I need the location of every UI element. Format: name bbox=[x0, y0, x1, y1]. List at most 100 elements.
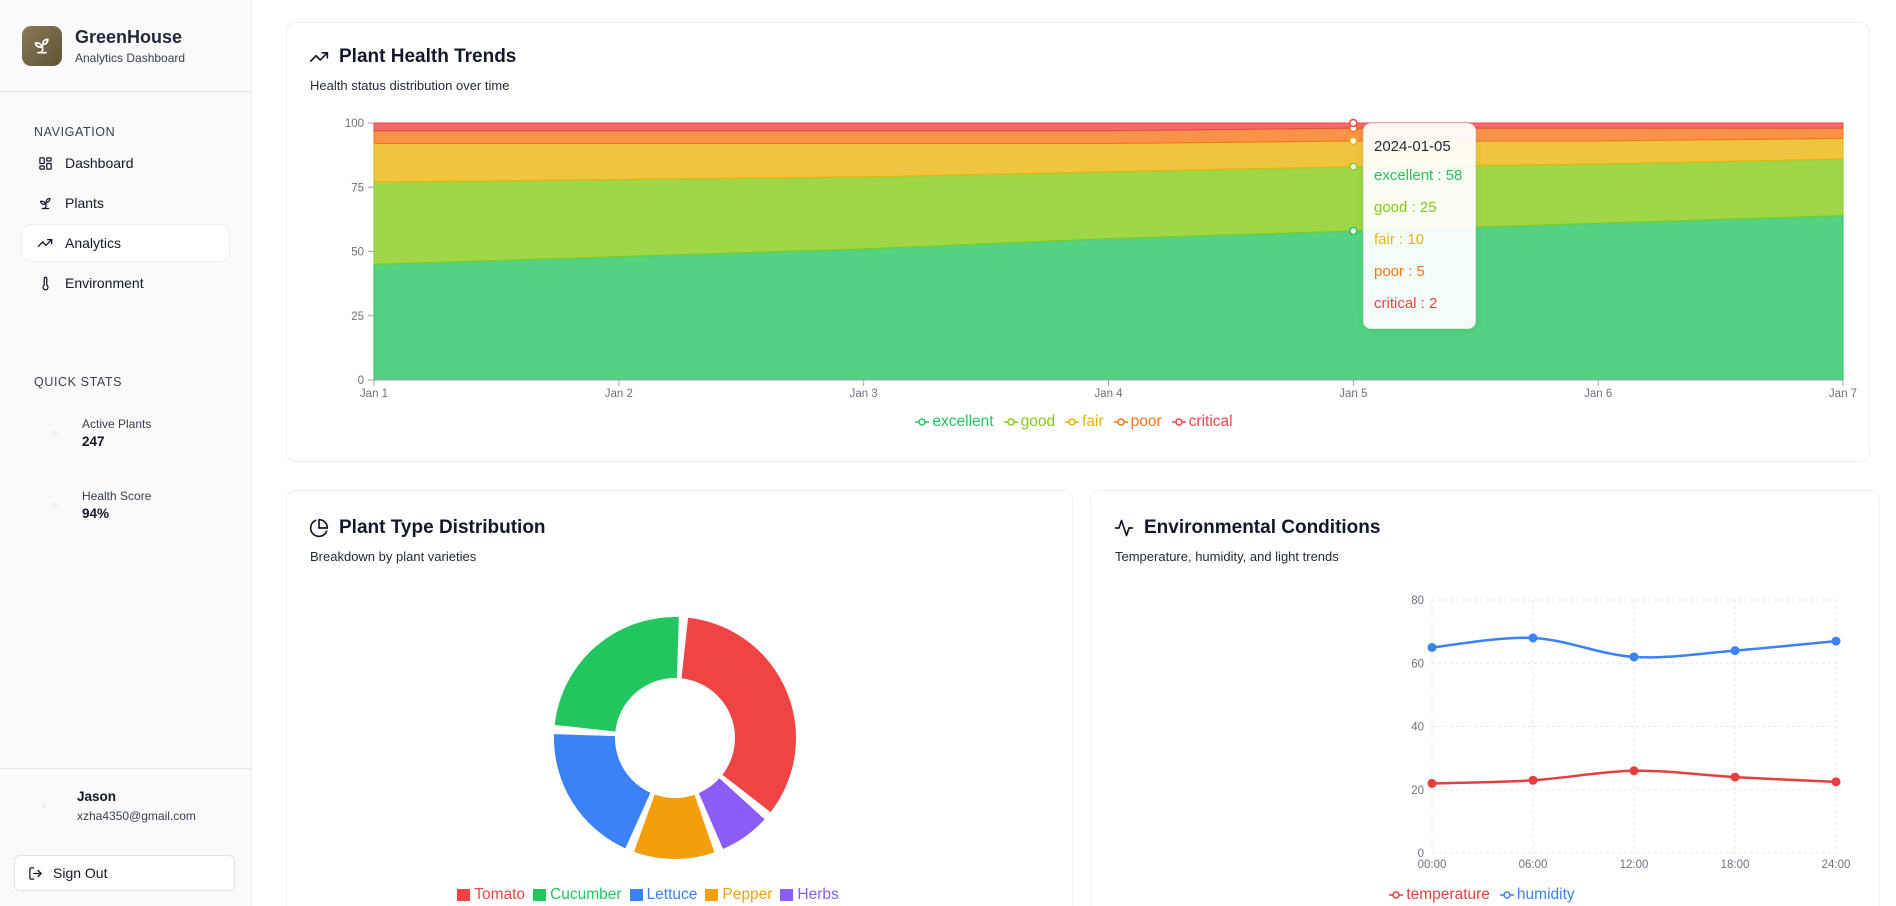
stat-active-plants: Active Plants 247 bbox=[22, 397, 229, 469]
legend-label: Herbs bbox=[797, 886, 839, 903]
sidebar-item-environment[interactable]: Environment bbox=[22, 265, 229, 301]
x-tick-label: Jan 3 bbox=[850, 388, 878, 400]
slice-pepper bbox=[633, 794, 715, 859]
user-name: Jason bbox=[77, 788, 117, 804]
legend-line-marker bbox=[1171, 418, 1186, 426]
area-critical bbox=[373, 122, 1844, 132]
legend-item-lettuce[interactable]: Lettuce bbox=[629, 886, 697, 904]
legend-line-marker bbox=[1499, 891, 1514, 899]
legend-label: Tomato bbox=[474, 886, 526, 903]
tooltip-row-fair: fair : 10 bbox=[1374, 231, 1425, 248]
card-title-text: Plant Type Distribution bbox=[339, 517, 546, 538]
avatar bbox=[42, 803, 47, 808]
tooltip-row-good: good : 25 bbox=[1374, 199, 1437, 216]
sign-out-label: Sign Out bbox=[53, 865, 108, 881]
sprout-icon bbox=[22, 25, 62, 66]
x-tick-label: 24:00 bbox=[1822, 859, 1851, 871]
y-tick-label: 40 bbox=[1411, 722, 1424, 734]
legend-item-fair[interactable]: fair bbox=[1065, 413, 1104, 431]
sidebar-item-analytics[interactable]: Analytics bbox=[22, 225, 229, 261]
stat-label: Health Score bbox=[82, 489, 152, 503]
sign-out-button[interactable]: Sign Out bbox=[14, 855, 235, 891]
legend-swatch bbox=[457, 889, 471, 901]
status-dot bbox=[52, 502, 58, 508]
user-profile: Jason xzha4350@gmail.com bbox=[0, 768, 251, 842]
point-humidity bbox=[1831, 636, 1841, 646]
legend-item-herbs[interactable]: Herbs bbox=[780, 886, 839, 904]
legend-line-marker bbox=[1389, 891, 1404, 899]
legend-label: critical bbox=[1188, 413, 1233, 430]
x-tick-label: Jan 4 bbox=[1094, 388, 1123, 400]
legend-item-poor[interactable]: poor bbox=[1113, 413, 1162, 431]
tooltip-row-critical: critical : 2 bbox=[1374, 295, 1438, 312]
sprout-icon bbox=[37, 195, 53, 211]
quick-stats-title: QUICK STATS bbox=[34, 375, 123, 389]
legend-swatch bbox=[629, 889, 643, 901]
card-subtitle: Breakdown by plant varieties bbox=[310, 549, 477, 564]
grid-icon bbox=[37, 155, 53, 171]
sidebar-item-label: Environment bbox=[65, 275, 144, 291]
legend-label: fair bbox=[1082, 413, 1104, 430]
environment-card bbox=[1090, 490, 1880, 906]
legend-item-cucumber[interactable]: Cucumber bbox=[533, 886, 622, 904]
card-subtitle: Temperature, humidity, and light trends bbox=[1115, 549, 1339, 564]
activity-icon bbox=[1114, 518, 1134, 538]
y-tick-label: 75 bbox=[351, 182, 364, 194]
legend-item-excellent[interactable]: excellent bbox=[915, 413, 994, 431]
slice-lettuce bbox=[554, 734, 651, 849]
y-tick-label: 80 bbox=[1411, 595, 1424, 607]
legend-item-pepper[interactable]: Pepper bbox=[705, 886, 772, 904]
legend-item-humidity[interactable]: humidity bbox=[1499, 886, 1575, 904]
active-dot-excellent bbox=[1349, 226, 1358, 236]
sidebar-item-dashboard[interactable]: Dashboard bbox=[22, 145, 229, 181]
sidebar-item-label: Analytics bbox=[65, 235, 122, 251]
card-title-text: Environmental Conditions bbox=[1144, 517, 1381, 538]
y-tick-label: 0 bbox=[1418, 848, 1424, 860]
legend-item-good[interactable]: good bbox=[1003, 413, 1055, 431]
card-title: Plant Type Distribution bbox=[309, 517, 546, 539]
legend-line-marker bbox=[1113, 418, 1128, 426]
legend-item-temperature[interactable]: temperature bbox=[1389, 886, 1490, 904]
card-title: Environmental Conditions bbox=[1114, 517, 1380, 539]
x-tick-label: 00:00 bbox=[1418, 859, 1447, 871]
stat-value: 94% bbox=[82, 506, 110, 521]
active-dot-good bbox=[1349, 162, 1358, 171]
point-humidity bbox=[1629, 652, 1639, 662]
brand-subtitle: Analytics Dashboard bbox=[75, 50, 186, 65]
sidebar: GreenHouse Analytics Dashboard NAVIGATIO… bbox=[0, 0, 252, 906]
x-tick-label: Jan 2 bbox=[605, 388, 633, 400]
y-tick-label: 25 bbox=[351, 311, 364, 323]
legend-swatch bbox=[780, 889, 794, 901]
main-content: Plant Health Trends Health status distri… bbox=[252, 0, 1896, 906]
x-tick-label: Jan 6 bbox=[1584, 388, 1612, 400]
point-temperature bbox=[1730, 772, 1740, 782]
y-tick-label: 50 bbox=[351, 247, 364, 259]
legend-item-tomato[interactable]: Tomato bbox=[457, 886, 525, 904]
legend-label: Cucumber bbox=[550, 886, 622, 903]
point-humidity bbox=[1528, 633, 1538, 643]
chart-tooltip: 2024-01-05 excellent : 58 good : 25 fair… bbox=[1363, 123, 1476, 329]
user-email: xzha4350@gmail.com bbox=[77, 808, 196, 823]
stat-health-score: Health Score 94% bbox=[22, 469, 229, 541]
legend-swatch bbox=[533, 889, 547, 901]
legend-line-marker bbox=[1065, 418, 1080, 426]
x-tick-label: Jan 5 bbox=[1339, 388, 1367, 400]
x-tick-label: 06:00 bbox=[1519, 859, 1548, 871]
thermometer-icon bbox=[37, 275, 53, 291]
slice-herbs bbox=[698, 778, 765, 850]
x-tick-label: Jan 7 bbox=[1829, 388, 1857, 400]
card-subtitle: Health status distribution over time bbox=[310, 78, 510, 93]
legend-label: humidity bbox=[1516, 886, 1575, 903]
y-tick-label: 0 bbox=[358, 375, 364, 387]
y-tick-label: 60 bbox=[1411, 658, 1424, 670]
sidebar-item-plants[interactable]: Plants bbox=[22, 185, 229, 221]
legend-item-critical[interactable]: critical bbox=[1171, 413, 1233, 431]
stat-label: Active Plants bbox=[82, 417, 152, 431]
legend-swatch bbox=[705, 889, 719, 901]
legend-label: excellent bbox=[932, 413, 994, 430]
point-humidity bbox=[1730, 646, 1740, 656]
brand-name: GreenHouse bbox=[75, 26, 183, 47]
active-dot-fair bbox=[1349, 136, 1358, 146]
navigation-title: NAVIGATION bbox=[34, 125, 116, 139]
